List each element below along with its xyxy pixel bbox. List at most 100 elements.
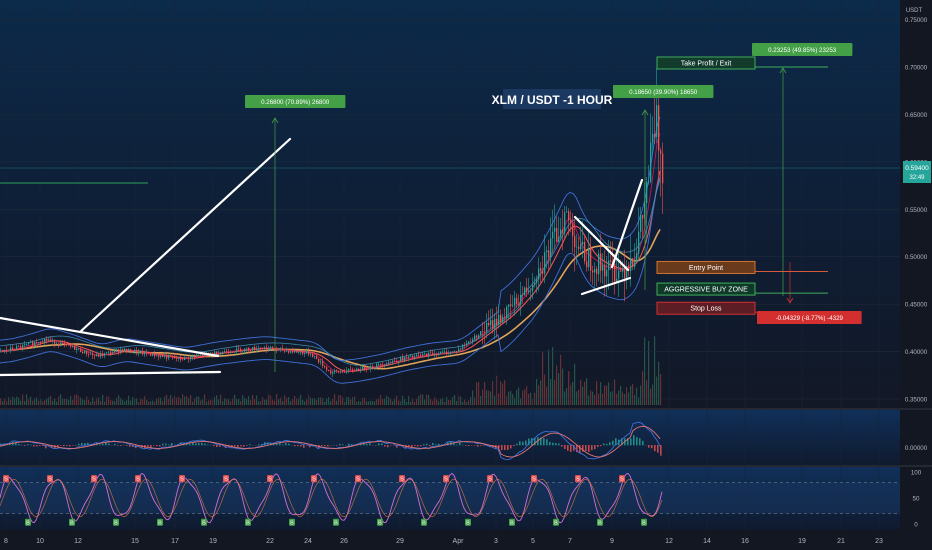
stoch-sell-marker[interactable]	[443, 475, 449, 483]
candle	[170, 355, 172, 357]
candle	[600, 253, 602, 271]
stoch-buy-label: B	[26, 520, 30, 526]
candle	[654, 133, 656, 138]
stoch-sell-marker[interactable]	[575, 475, 581, 483]
candle	[426, 353, 428, 357]
volume-bar	[480, 396, 482, 405]
candle	[424, 353, 426, 355]
volume-bar	[120, 398, 122, 405]
volume-bar	[252, 394, 254, 405]
macd-histogram-bar	[123, 444, 125, 446]
zone-box[interactable]	[656, 301, 756, 315]
stoch-sell-marker[interactable]	[531, 475, 537, 483]
stoch-sell-marker[interactable]	[355, 475, 361, 483]
stoch-sell-marker[interactable]	[91, 475, 97, 483]
macd-histogram-bar	[516, 443, 518, 446]
volume-bar	[238, 398, 240, 405]
stoch-pane[interactable]	[0, 467, 900, 530]
zone-box[interactable]	[656, 56, 756, 70]
candle	[586, 261, 588, 268]
stoch-buy-marker[interactable]	[201, 518, 207, 526]
stoch-buy-marker[interactable]	[157, 518, 163, 526]
volume-bar	[32, 400, 34, 405]
volume-bar	[362, 398, 364, 405]
stoch-sell-marker[interactable]	[487, 475, 493, 483]
measure-box[interactable]	[613, 85, 714, 98]
trend-line[interactable]	[0, 370, 222, 377]
stoch-buy-marker[interactable]	[465, 518, 471, 526]
trend-line[interactable]	[610, 178, 644, 269]
volume-bar	[636, 387, 638, 405]
trend-line[interactable]	[580, 276, 632, 296]
candle	[506, 306, 508, 318]
candle	[222, 352, 224, 353]
volume-bar	[566, 387, 568, 405]
candle	[212, 353, 214, 355]
stoch-buy-marker[interactable]	[641, 518, 647, 526]
volume-bar	[134, 398, 136, 405]
volume-bar	[486, 390, 488, 405]
x-tick-label: 3	[494, 538, 498, 545]
stoch-sell-marker[interactable]	[311, 475, 317, 483]
candle	[648, 181, 650, 183]
stoch-sell-marker[interactable]	[135, 475, 141, 483]
stoch-sell-marker[interactable]	[223, 475, 229, 483]
price-axis[interactable]	[900, 0, 932, 550]
stoch-buy-marker[interactable]	[245, 518, 251, 526]
stoch-buy-marker[interactable]	[421, 518, 427, 526]
macd-histogram-bar	[420, 445, 422, 447]
stoch-buy-marker[interactable]	[69, 518, 75, 526]
stoch-buy-marker[interactable]	[113, 518, 119, 526]
candle	[632, 258, 634, 267]
candle	[566, 211, 568, 213]
macd-histogram-bar	[60, 445, 62, 446]
stoch-sell-marker[interactable]	[179, 475, 185, 483]
candle	[160, 355, 162, 357]
zone-box[interactable]	[656, 282, 756, 296]
candle	[154, 353, 156, 357]
stoch-sell-label: S	[268, 477, 272, 483]
time-axis[interactable]	[0, 530, 932, 550]
measure-box[interactable]	[752, 43, 853, 56]
candle	[640, 214, 642, 232]
candle	[108, 351, 110, 353]
macd-histogram-bar	[543, 438, 545, 446]
stoch-buy-marker[interactable]	[25, 518, 31, 526]
trend-line[interactable]	[573, 215, 630, 272]
stoch-buy-marker[interactable]	[333, 518, 339, 526]
candle	[226, 351, 228, 353]
measure-box[interactable]	[757, 311, 862, 324]
stoch-buy-marker[interactable]	[553, 518, 559, 526]
stoch-sell-label: S	[92, 477, 96, 483]
y-tick-label: 0.50000	[905, 254, 928, 261]
measure-box[interactable]	[245, 95, 346, 108]
macd-histogram-bar	[84, 443, 86, 446]
volume-bar	[114, 401, 116, 405]
stoch-sell-marker[interactable]	[267, 475, 273, 483]
x-tick-label: 19	[209, 538, 217, 545]
macd-pane[interactable]	[0, 410, 900, 465]
candle	[144, 351, 146, 355]
candle	[28, 342, 30, 344]
stoch-buy-marker[interactable]	[597, 518, 603, 526]
zone-box[interactable]	[656, 260, 756, 274]
stoch-buy-marker[interactable]	[377, 518, 383, 526]
stoch-buy-marker[interactable]	[509, 518, 515, 526]
volume-bar	[294, 395, 296, 405]
stoch-sell-marker[interactable]	[3, 475, 9, 483]
stoch-sell-marker[interactable]	[619, 475, 625, 483]
stoch-sell-marker[interactable]	[47, 475, 53, 483]
stoch-buy-marker[interactable]	[289, 518, 295, 526]
macd-histogram-bar	[150, 445, 152, 448]
volume-bar	[44, 400, 46, 405]
candle	[354, 370, 356, 372]
volume-bar	[538, 385, 540, 405]
volume-bar	[248, 396, 250, 405]
trend-line[interactable]	[78, 137, 292, 334]
volume-bar	[82, 399, 84, 405]
stoch-sell-marker[interactable]	[399, 475, 405, 483]
candle	[0, 350, 2, 352]
trend-line[interactable]	[0, 316, 220, 358]
volume-bar	[580, 379, 582, 405]
